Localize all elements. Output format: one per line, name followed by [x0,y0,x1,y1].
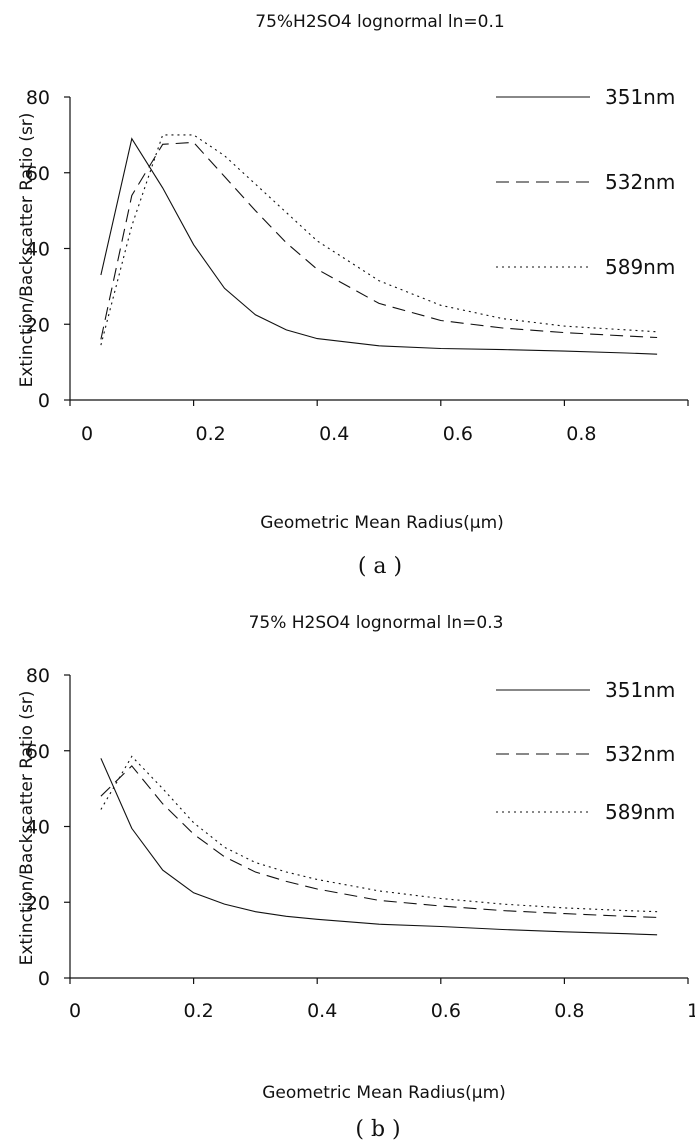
x-tick-label: 0.6 [443,423,473,445]
x-tick-label: 0.8 [566,423,596,445]
series-line-589nm [100,134,658,346]
chart-title: 75% H2SO4 lognormal ln=0.3 [249,613,504,633]
legend: 351nm 532nm 589nm [496,678,675,824]
legend-label-589nm: 589nm [605,255,675,279]
chart-title: 75%H2SO4 lognormal ln=0.1 [255,12,504,32]
x-axis-label: Geometric Mean Radius(μm) [260,513,504,533]
y-tick-label: 60 [26,741,50,763]
y-tick-label: 60 [26,163,50,185]
x-tick-label: 0.4 [307,1000,337,1022]
chart-b: 75% H2SO4 lognormal ln=0.3 Extinction/Ba… [17,613,695,1142]
y-tick-label: 40 [26,817,50,839]
legend-label-589nm: 589nm [605,800,675,824]
chart-a: 75%H2SO4 lognormal ln=0.1 Extinction/Bac… [17,12,689,579]
x-tick-label: 0.2 [183,1000,213,1022]
series-line-351nm [100,758,658,936]
y-ticks: 0 20 40 60 80 [26,665,70,990]
x-tick-label: 1 [687,1000,695,1022]
x-tick-label: 0 [81,423,93,445]
x-tick-label: 0.2 [195,423,225,445]
x-tick-label: 0.4 [319,423,349,445]
legend-label-532nm: 532nm [605,742,675,766]
series-line-589nm [100,755,658,913]
legend-label-351nm: 351nm [605,678,675,702]
legend-label-351nm: 351nm [605,85,675,109]
series-lines [100,755,658,936]
y-tick-label: 20 [26,892,50,914]
y-tick-label: 20 [26,314,50,336]
x-axis-label: Geometric Mean Radius(μm) [262,1083,506,1103]
panel-caption: ( b ) [355,1117,400,1142]
x-tick-label: 0.6 [431,1000,461,1022]
x-tick-label: 0 [69,1000,81,1022]
y-tick-label: 40 [26,239,50,261]
series-line-532nm [100,765,658,918]
y-tick-label: 80 [26,87,50,109]
panel-caption: ( a ) [358,554,402,579]
series-lines [100,134,658,355]
y-ticks: 0 20 40 60 80 [26,87,70,412]
y-axis-label: Extinction/Backscatter Ratio (sr) [17,113,37,388]
y-tick-label: 0 [38,968,50,990]
series-line-351nm [100,137,658,355]
legend: 351nm 532nm 589nm [496,85,675,279]
x-ticks: 00.20.40.60.81 [69,400,689,445]
legend-label-532nm: 532nm [605,170,675,194]
series-line-532nm [100,141,658,340]
y-axis-label: Extinction/Backscatter Ratio (sr) [17,691,37,966]
x-ticks: 0 0.2 0.4 0.6 0.8 1 [69,978,695,1022]
x-tick-label: 0.8 [554,1000,584,1022]
y-tick-label: 80 [26,665,50,687]
y-tick-label: 0 [38,390,50,412]
